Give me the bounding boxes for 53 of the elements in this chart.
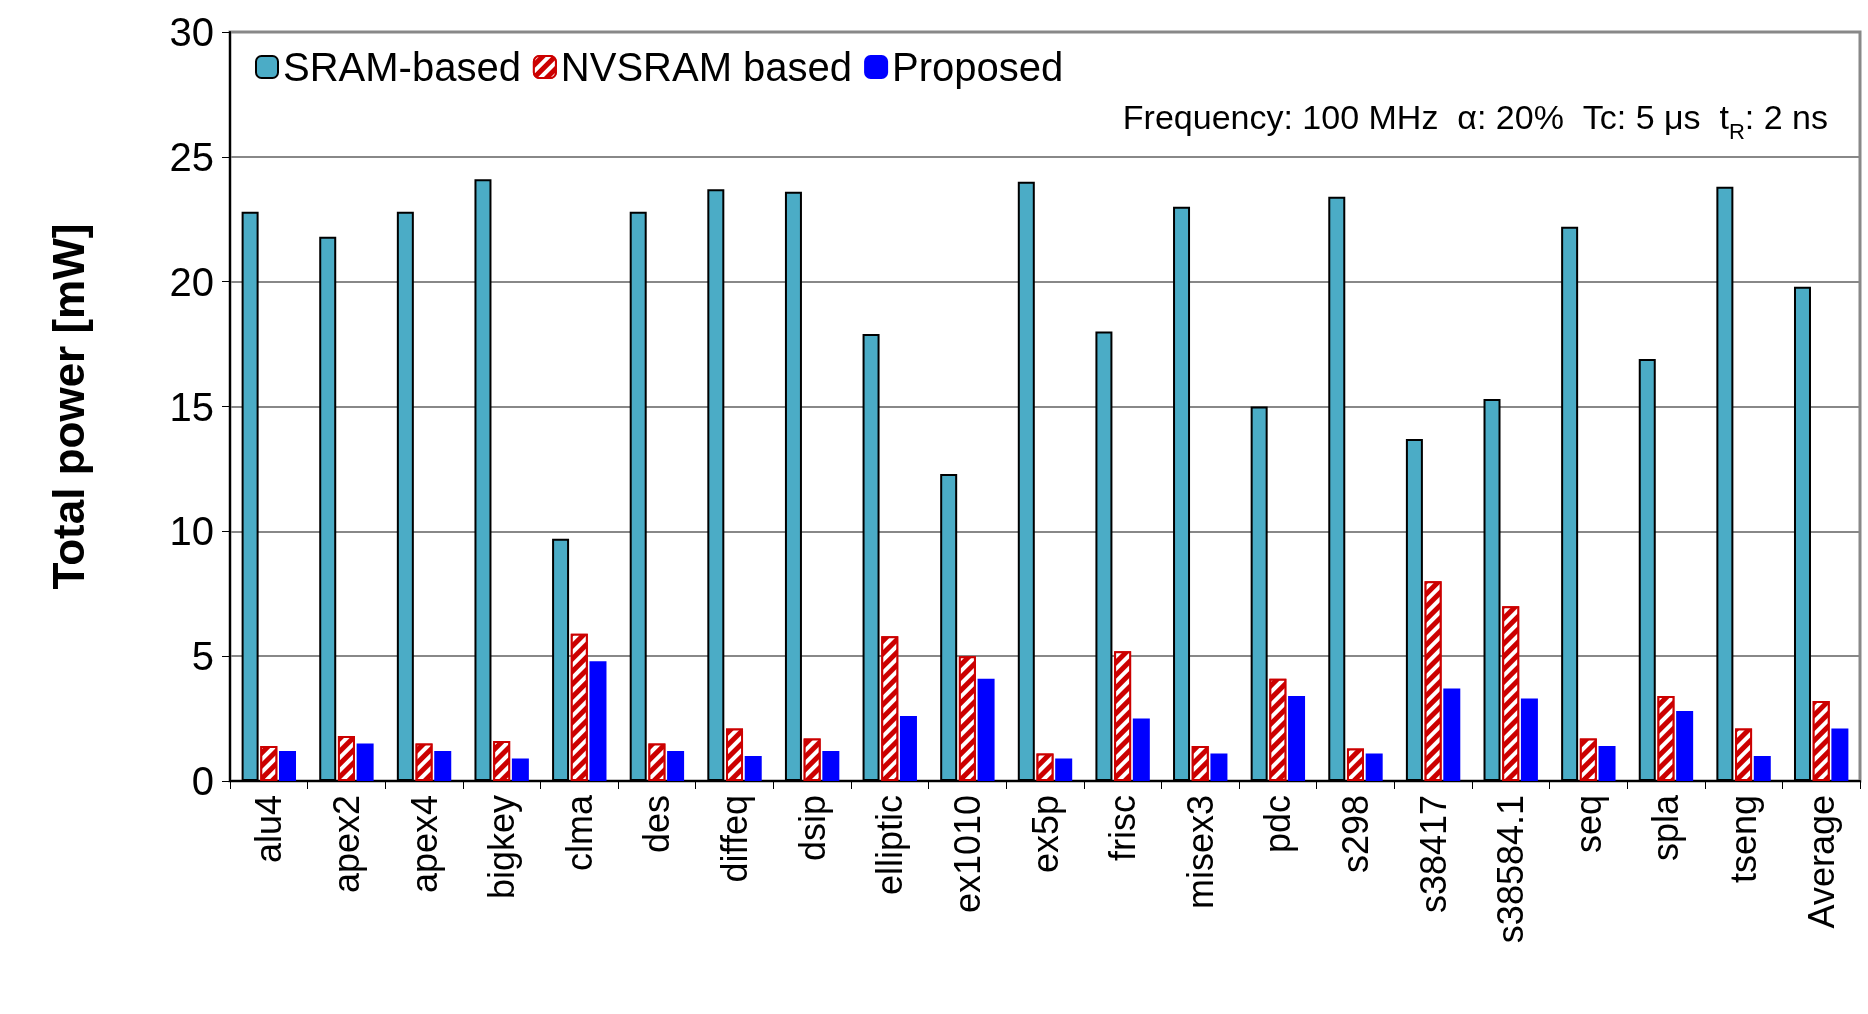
x-tick-label: seq: [1567, 795, 1609, 854]
x-tick-label: apex4: [403, 795, 445, 894]
x-tick-label: pdc: [1257, 795, 1299, 854]
x-tick-label: des: [636, 795, 678, 854]
bar: [1443, 688, 1461, 781]
x-tick-label: ex5p: [1024, 795, 1066, 874]
x-tick-label: s38417: [1412, 795, 1454, 914]
y-tick-label: 5: [191, 634, 214, 679]
x-tick-label: s38584.1: [1490, 795, 1532, 944]
x-tick-label: clma: [558, 794, 600, 872]
x-tick-label: Average: [1800, 795, 1842, 929]
x-tick-label: s298: [1334, 795, 1376, 874]
bar: [1055, 758, 1073, 781]
bar: [511, 758, 529, 781]
bar: [589, 661, 607, 781]
x-tick-label: diffeq: [714, 795, 756, 883]
y-tick-label: 15: [169, 384, 214, 429]
y-tick-label: 0: [191, 759, 214, 803]
bar: [434, 751, 452, 781]
bar: [1365, 753, 1383, 781]
y-axis-title: Total power [mW]: [43, 223, 93, 590]
bar: [822, 751, 840, 781]
legend-label: SRAM-based: [283, 45, 521, 89]
y-tick-label: 30: [169, 10, 214, 54]
y-tick-label: 25: [169, 134, 214, 179]
bar: [1598, 746, 1616, 781]
bar: [1676, 711, 1694, 781]
x-tick-label: elliptic: [869, 795, 911, 896]
bar: [1831, 728, 1849, 781]
x-tick-label: misex3: [1179, 795, 1221, 910]
bar: [1753, 756, 1771, 781]
bar: [1210, 753, 1228, 781]
y-tick-label: 10: [169, 509, 214, 554]
x-tick-label: alu4: [248, 795, 290, 864]
bar: [279, 751, 297, 781]
x-tick-label: ex1010: [946, 795, 988, 914]
x-tick-label: frisc: [1102, 795, 1144, 861]
x-tick-label: bigkey: [481, 795, 523, 900]
bar: [977, 678, 995, 781]
bar: [744, 756, 762, 781]
x-tick-label: dsip: [791, 795, 833, 862]
x-tick-label: spla: [1645, 794, 1687, 862]
bar: [1132, 718, 1150, 781]
bar: [356, 743, 374, 781]
x-tick-label: apex2: [325, 795, 367, 894]
legend-label: NVSRAM based: [560, 45, 853, 89]
bar: [899, 716, 917, 781]
y-tick-label: 20: [169, 259, 214, 304]
bar: [667, 751, 685, 781]
legend-label: Proposed: [892, 45, 1064, 89]
x-tick-label: tseng: [1723, 795, 1765, 884]
bar: [1520, 698, 1538, 781]
bar: [1288, 696, 1306, 781]
